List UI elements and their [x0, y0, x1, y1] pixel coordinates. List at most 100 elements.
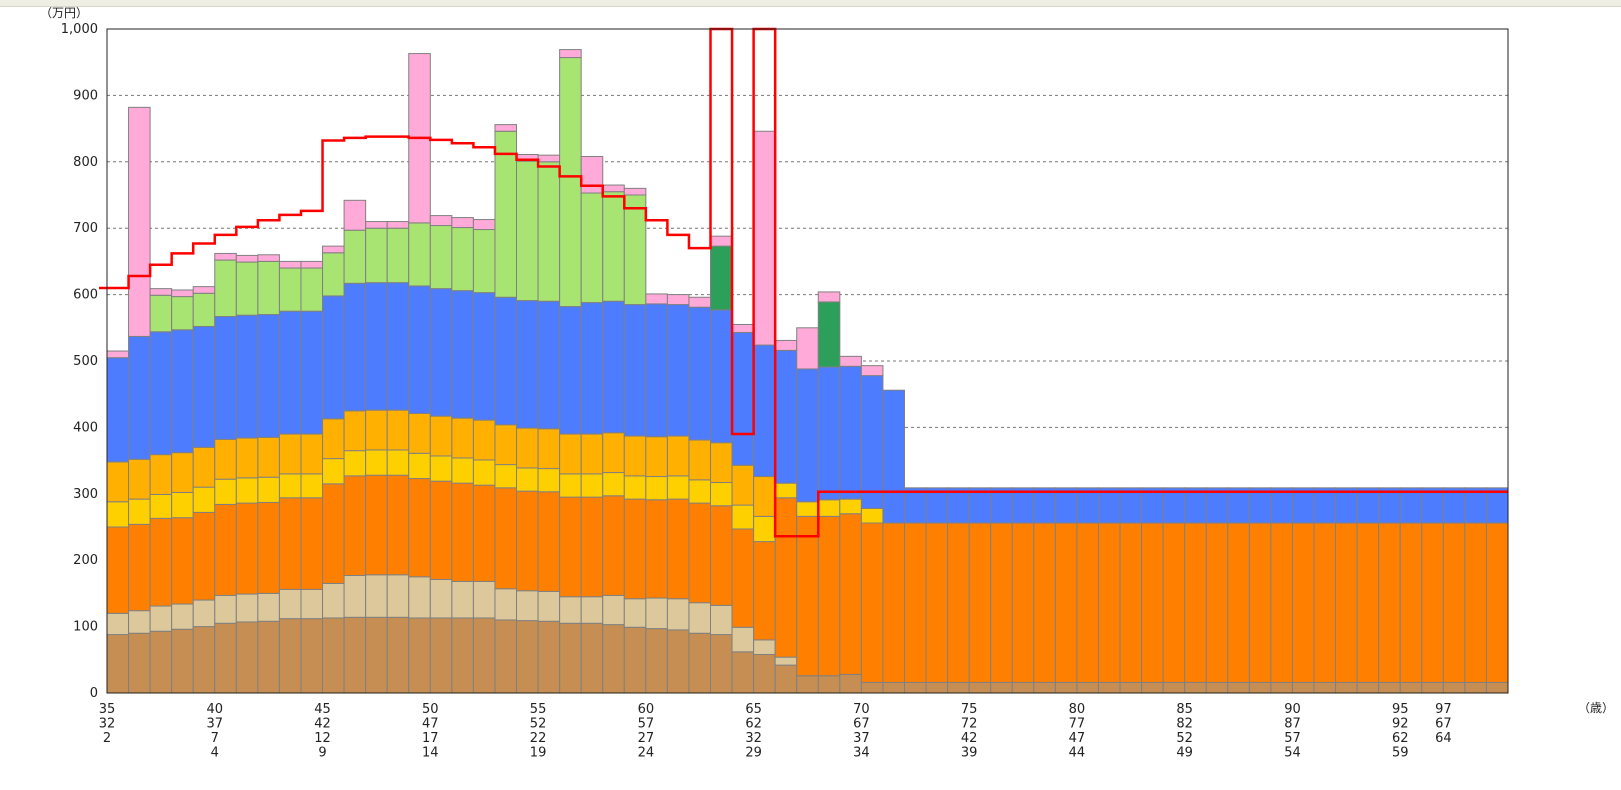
bar-segment-s5-x74 [947, 487, 970, 524]
bar-segment-s0-x98 [1464, 681, 1487, 694]
bar-segment-s8-x45 [322, 245, 345, 254]
bar-segment-s0-x36 [128, 632, 151, 694]
bar-segment-s2-x83 [1141, 522, 1164, 683]
bar-segment-s5-x55 [537, 300, 561, 430]
bar-segment-s0-x72 [903, 681, 927, 694]
y-tick-label: 0 [90, 686, 98, 701]
bar-segment-s3-x67 [796, 501, 819, 517]
bar-segment-s8-x39 [192, 286, 216, 294]
bar-segment-s1-x52 [472, 580, 496, 619]
x-tick-label: 87 [1284, 717, 1301, 732]
bar-segment-s1-x38 [171, 603, 194, 630]
x-tick-label: 64 [1435, 731, 1452, 746]
bar-segment-s1-x46 [343, 574, 367, 618]
bar-segment-s2-x37 [149, 517, 173, 607]
bar-segment-s4-x57 [580, 433, 604, 475]
bar-segment-s8-x56 [559, 49, 582, 59]
bar-segment-s1-x55 [537, 590, 561, 622]
x-axis-unit-label: （歳） [1578, 701, 1614, 715]
bar-segment-s0-x46 [343, 616, 367, 694]
bar-segment-s4-x43 [278, 433, 302, 475]
bar-segment-s5-x88 [1248, 487, 1272, 524]
bar-segment-s0-x70 [860, 681, 884, 694]
bar-segment-s0-x48 [386, 616, 410, 694]
bar-segment-s1-x60 [645, 597, 668, 630]
x-tick-label: 42 [314, 717, 331, 732]
bar-segment-s6-x40 [214, 259, 237, 318]
bar-segment-s3-x51 [451, 457, 474, 484]
bar-segment-s0-x85 [1184, 681, 1207, 694]
x-tick-label: 44 [1069, 746, 1086, 761]
bar-segment-s3-x65 [753, 515, 776, 543]
step-line-layer [99, 27, 1508, 538]
bar-segment-s3-x57 [580, 473, 604, 498]
bar-segment-s8-x60 [645, 293, 668, 305]
bar-segment-s0-x91 [1313, 681, 1337, 694]
bar-segment-s5-x65 [753, 344, 776, 478]
x-tick-label: 32 [745, 731, 762, 746]
bar-segment-s3-x53 [494, 464, 518, 489]
bar-segment-s8-x42 [257, 254, 280, 262]
bar-segment-s3-x48 [386, 449, 410, 476]
bar-segment-s2-x98 [1464, 522, 1487, 683]
x-tick-label: 9 [318, 746, 326, 761]
bar-segment-s5-x47 [365, 282, 388, 411]
bar-segment-s8-x67 [796, 327, 819, 370]
bar-segment-s1-x43 [278, 588, 302, 620]
bar-segment-s6-x55 [537, 161, 561, 302]
bar-segment-s5-x46 [343, 282, 367, 412]
bar-segment-s1-x63 [710, 604, 733, 636]
bar-segment-s2-x53 [494, 487, 518, 590]
bar-segment-s1-x36 [128, 610, 151, 634]
bar-segment-s2-x79 [1054, 522, 1078, 683]
bar-segment-s2-x95 [1399, 522, 1423, 683]
bar-segment-s4-x42 [257, 436, 280, 478]
bar-segment-s1-x56 [559, 596, 582, 624]
bar-segment-s4-x38 [171, 452, 194, 493]
bar-segment-s0-x61 [666, 629, 690, 694]
bar-segment-s2-x84 [1162, 522, 1186, 683]
x-tick-label: 24 [638, 746, 655, 761]
bar-segment-s6-x48 [386, 227, 410, 284]
bar-segment-s3-x59 [623, 475, 647, 500]
bar-segment-s2-x88 [1248, 522, 1272, 683]
bar-segment-s0-x56 [559, 622, 582, 694]
bar-segment-s2-x89 [1270, 522, 1293, 683]
x-tick-label: 22 [530, 731, 547, 746]
x-tick-label: 47 [422, 717, 439, 732]
bar-segment-s5-x73 [925, 487, 949, 524]
bar-segment-s4-x58 [602, 432, 625, 474]
bar-segment-s5-x85 [1184, 487, 1207, 524]
bar-segment-s0-x96 [1421, 681, 1444, 694]
bar-segment-s6-x50 [429, 225, 453, 290]
bar-segment-s5-x40 [214, 316, 237, 440]
bar-segment-s5-x58 [602, 300, 625, 434]
bar-segment-s1-x54 [516, 590, 539, 622]
bar-segment-s0-x89 [1270, 681, 1293, 694]
bar-segment-s0-x80 [1076, 681, 1099, 694]
y-axis-unit-label: （万円） [40, 6, 88, 20]
bar-segment-s5-x79 [1054, 487, 1078, 524]
bar-segment-s0-x87 [1227, 681, 1250, 694]
bar-segment-s5-x48 [386, 282, 410, 411]
bar-segment-s0-x59 [623, 626, 647, 694]
bar-segment-s6-x43 [278, 267, 302, 312]
bar-segment-s0-x54 [516, 620, 539, 694]
bar-segment-s5-x39 [192, 325, 216, 448]
bar-segment-s3-x36 [128, 498, 151, 525]
bar-segment-s2-x35 [106, 526, 130, 614]
bar-segment-s3-x43 [278, 473, 302, 499]
bar-segment-s8-x36 [128, 106, 151, 337]
bar-segment-s0-x99 [1485, 681, 1509, 694]
bar-segment-s2-x97 [1442, 522, 1466, 683]
bar-segment-s6-x46 [343, 229, 367, 284]
x-tick-label: 7 [211, 731, 219, 746]
bar-segment-s2-x52 [472, 484, 496, 582]
bar-segment-s5-x81 [1097, 487, 1121, 524]
bar-segment-s6-x54 [516, 160, 539, 302]
x-tick-label: 14 [422, 746, 439, 761]
bar-segment-s5-x50 [429, 288, 453, 417]
bar-segment-s5-x54 [516, 300, 539, 429]
bar-segment-s3-x41 [235, 477, 259, 504]
bar-segment-s2-x75 [968, 522, 992, 683]
